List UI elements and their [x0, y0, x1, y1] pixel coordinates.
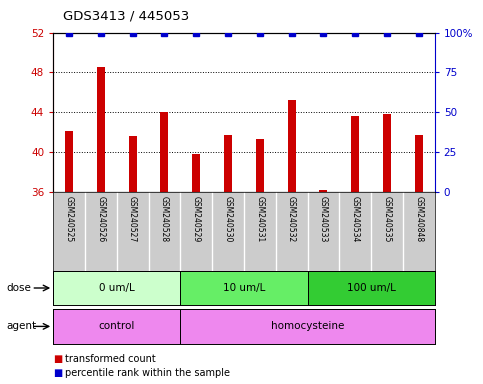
- Bar: [415, 135, 423, 192]
- Text: percentile rank within the sample: percentile rank within the sample: [65, 368, 230, 378]
- Text: GSM240530: GSM240530: [224, 196, 232, 242]
- Text: GSM240533: GSM240533: [319, 196, 328, 242]
- Text: GSM240532: GSM240532: [287, 196, 296, 242]
- Bar: [128, 136, 137, 192]
- Bar: [160, 112, 169, 192]
- Bar: [180, 309, 435, 344]
- Text: GSM240535: GSM240535: [383, 196, 392, 242]
- Text: GSM240529: GSM240529: [192, 196, 201, 242]
- Text: GSM240528: GSM240528: [160, 196, 169, 242]
- Text: GSM240526: GSM240526: [96, 196, 105, 242]
- Bar: [383, 114, 391, 192]
- Bar: [53, 271, 180, 305]
- Text: 100 um/L: 100 um/L: [347, 283, 396, 293]
- Bar: [224, 135, 232, 192]
- Bar: [180, 271, 308, 305]
- Bar: [97, 68, 105, 192]
- Text: GSM240527: GSM240527: [128, 196, 137, 242]
- Text: GDS3413 / 445053: GDS3413 / 445053: [63, 10, 189, 23]
- Text: ■: ■: [53, 354, 62, 364]
- Text: agent: agent: [7, 321, 37, 331]
- Text: GSM240848: GSM240848: [414, 196, 423, 242]
- Bar: [308, 271, 435, 305]
- Text: 10 um/L: 10 um/L: [223, 283, 265, 293]
- Text: homocysteine: homocysteine: [271, 321, 344, 331]
- Text: GSM240525: GSM240525: [65, 196, 73, 242]
- Text: transformed count: transformed count: [65, 354, 156, 364]
- Text: control: control: [99, 321, 135, 331]
- Text: 0 um/L: 0 um/L: [99, 283, 135, 293]
- Bar: [192, 154, 200, 192]
- Bar: [351, 116, 359, 192]
- Bar: [288, 100, 296, 192]
- Text: GSM240531: GSM240531: [256, 196, 264, 242]
- Bar: [319, 190, 327, 192]
- Bar: [65, 131, 73, 192]
- Text: ■: ■: [53, 368, 62, 378]
- Text: GSM240534: GSM240534: [351, 196, 360, 242]
- Bar: [256, 139, 264, 192]
- Bar: [53, 309, 180, 344]
- Text: dose: dose: [7, 283, 32, 293]
